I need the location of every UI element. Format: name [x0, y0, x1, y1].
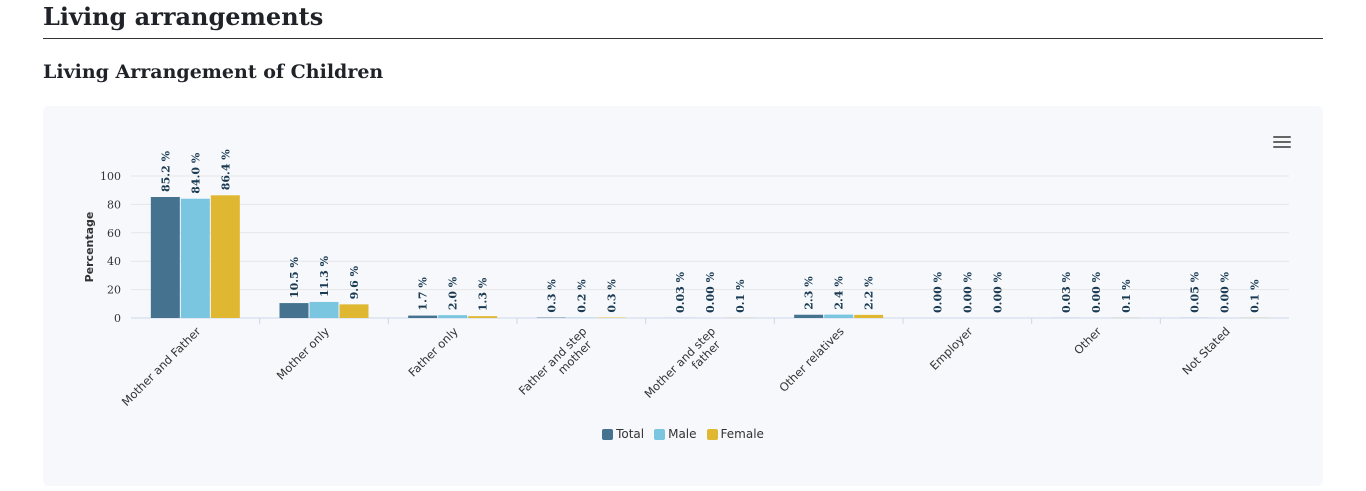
- data-label: 2.0 %: [447, 276, 460, 310]
- bar-total: [794, 314, 824, 318]
- x-tick-label: Father and stepmother: [516, 324, 599, 407]
- legend-label: Total: [616, 427, 645, 441]
- bar-chart: 0 20 40 60 80 100 Percentage 85.2 % 84.0 % 86.4 %…: [83, 149, 1289, 410]
- bar-total: [408, 315, 438, 318]
- bar-female: [854, 314, 884, 318]
- legend-item-female[interactable]: Female: [706, 427, 764, 441]
- data-label: 0.00 %: [1090, 271, 1103, 313]
- data-label: 1.3 %: [477, 277, 490, 311]
- legend-label: Male: [668, 427, 697, 441]
- x-tick-label: Other: [1071, 324, 1104, 357]
- x-tick-label: Mother only: [274, 324, 333, 383]
- data-label: 0.00 %: [1219, 271, 1232, 313]
- legend-swatch: [602, 428, 614, 440]
- y-tick-label: 80: [107, 198, 121, 211]
- data-label: 0.2 %: [575, 279, 588, 313]
- legend-item-male[interactable]: Male: [654, 427, 697, 441]
- y-tick-label: 20: [107, 284, 121, 297]
- bar-male: [824, 314, 854, 318]
- data-label: 84.0 %: [189, 152, 202, 194]
- chart-legend: Total Male Female: [43, 427, 1323, 441]
- bar-male: [180, 198, 210, 318]
- section-divider: [43, 38, 1323, 39]
- data-label: 0.3 %: [545, 279, 558, 313]
- data-label: 2.3 %: [803, 276, 816, 310]
- data-label: 0.3 %: [605, 279, 618, 313]
- legend-item-total[interactable]: Total: [602, 427, 644, 441]
- data-label: 2.2 %: [863, 276, 876, 310]
- section-title: Living arrangements: [43, 2, 324, 31]
- legend-label: Female: [720, 427, 764, 441]
- data-label: 0.1 %: [1120, 279, 1133, 313]
- data-label: 0.00 %: [704, 271, 717, 313]
- bar-female: [468, 316, 498, 318]
- legend-swatch: [706, 428, 718, 440]
- chart-title: Living Arrangement of Children: [43, 61, 384, 83]
- data-label: 85.2 %: [159, 150, 172, 192]
- data-label: 0.00 %: [991, 271, 1004, 313]
- bar-male: [438, 315, 468, 318]
- bar-female: [339, 304, 369, 318]
- x-tick-label: Mother and Father: [119, 324, 204, 409]
- hamburger-menu-icon[interactable]: [1273, 136, 1291, 150]
- data-label: 1.7 %: [417, 277, 430, 311]
- y-tick-label: 60: [107, 227, 121, 240]
- bar-total: [279, 303, 309, 318]
- y-tick-label: 0: [114, 312, 121, 325]
- data-label: 10.5 %: [288, 256, 301, 298]
- y-tick-label: 100: [100, 170, 121, 183]
- data-label: 0.03 %: [674, 271, 687, 313]
- data-label: 9.6 %: [348, 265, 361, 299]
- data-label: 0.1 %: [734, 279, 747, 313]
- x-tick-label: Father only: [405, 324, 460, 379]
- x-tick-label: Other relatives: [776, 324, 846, 394]
- chart-card: 0 20 40 60 80 100 Percentage 85.2 % 84.0 % 86.4 %…: [43, 106, 1323, 486]
- data-label: 11.3 %: [318, 255, 331, 297]
- data-label: 0.00 %: [961, 271, 974, 313]
- legend-swatch: [654, 428, 666, 440]
- bar-total: [150, 197, 180, 318]
- data-label: 86.4 %: [219, 149, 232, 191]
- data-label: 0.1 %: [1249, 279, 1262, 313]
- x-tick-label: Employer: [927, 324, 976, 373]
- data-label: 2.4 %: [833, 276, 846, 310]
- x-tick-label: Mother and stepfather: [641, 324, 727, 410]
- data-label: 0.03 %: [1060, 271, 1073, 313]
- data-label: 0.05 %: [1189, 271, 1202, 313]
- bar-female: [210, 195, 240, 318]
- data-label: 0.00 %: [931, 271, 944, 313]
- x-tick-label: Not Stated: [1179, 324, 1232, 377]
- bar-male: [309, 301, 339, 318]
- y-tick-label: 40: [107, 255, 121, 268]
- y-axis-label: Percentage: [83, 212, 96, 283]
